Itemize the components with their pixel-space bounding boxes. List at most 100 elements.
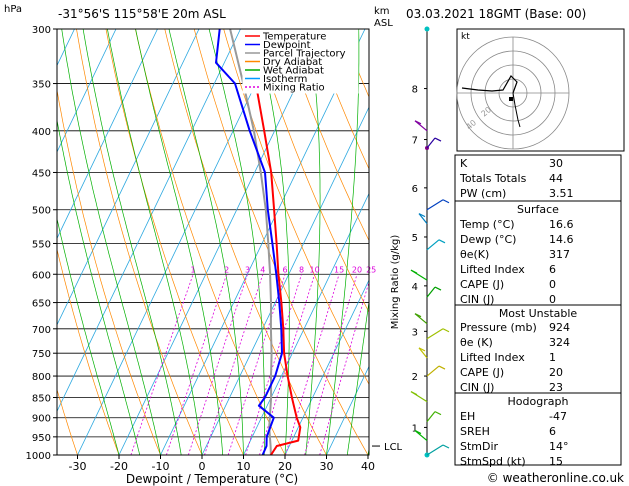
index-value: 0 — [549, 293, 556, 306]
wind-barb-flag — [414, 120, 422, 125]
height-tick-label: 2 — [412, 372, 418, 383]
mixing-ratio-label: 10 — [310, 265, 320, 274]
wind-barb-flag — [442, 328, 450, 333]
mixing-ratio-label: 4 — [260, 265, 265, 274]
dry-adiabat-line — [311, 29, 369, 170]
index-label: StmSpd (kt) — [460, 455, 526, 468]
mixing-ratio-label: 3 — [245, 265, 250, 274]
wind-barb-flag — [434, 137, 442, 142]
index-value: 14° — [549, 440, 569, 453]
dry-adiabat-line — [164, 29, 327, 455]
isotherm-line — [57, 29, 241, 413]
temperature-tick-label: -30 — [69, 460, 87, 473]
wet-adiabat-line — [107, 29, 203, 455]
legend-entry-label: Mixing Ratio — [263, 83, 325, 94]
wind-barb — [426, 286, 436, 298]
indices-panel: K 30 Totals Totals 44 PW (cm) 3.51 SurfaceTemp… — [454, 154, 622, 468]
hodograph-trace — [461, 75, 518, 94]
hodograph-table-box — [454, 392, 622, 466]
x-axis-title: Dewpoint / Temperature (°C) — [126, 472, 298, 486]
legend-entry-label: Wet Adiabat — [263, 66, 324, 77]
mixing-ratio-axis-title: Mixing Ratio (g/kg) — [390, 235, 401, 330]
profile-lines — [215, 29, 302, 455]
dry-adiabat-line — [252, 29, 369, 314]
pressure-tick-label: 750 — [32, 349, 51, 360]
dry-adiabat-line — [193, 29, 369, 455]
wet-adiabat-line — [61, 29, 161, 455]
mixing-ratio-line — [188, 274, 248, 455]
wind-barb-flag — [438, 365, 446, 370]
wet-adiabat-line — [305, 29, 321, 455]
index-label: Totals Totals — [459, 172, 527, 185]
wind-barb-flag — [438, 239, 446, 244]
hodograph-unit-label: kt — [461, 32, 470, 42]
asl-label: ASL — [374, 18, 393, 29]
km-label: km — [374, 6, 390, 17]
wind-barb-flag — [414, 430, 422, 435]
pressure-tick-label: 850 — [32, 393, 51, 404]
mixing-ratio-line — [245, 274, 302, 455]
legend-entry-label: Parcel Trajectory — [263, 49, 346, 60]
index-value: 20 — [549, 366, 563, 379]
index-label: EH — [460, 410, 475, 423]
index-label: StmDir — [460, 440, 499, 453]
index-value: 0 — [549, 278, 556, 291]
index-value: 14.6 — [549, 233, 574, 246]
mixing-ratio-line — [259, 274, 315, 455]
height-tick-label: 4 — [412, 282, 418, 293]
index-value: 317 — [549, 248, 570, 261]
wet-adiabat-line — [57, 217, 120, 455]
index-label: θe(K) — [460, 248, 489, 261]
mixing-ratio-line — [304, 274, 358, 455]
storm-motion-marker — [509, 97, 513, 101]
dry-adiabat-line — [282, 29, 369, 242]
hodograph-trace-lower — [512, 92, 521, 128]
isotherm-line — [284, 279, 369, 455]
temperature-tick-label: -20 — [110, 460, 128, 473]
height-axis: 1 2 3 4 5 6 7 8 — [372, 26, 430, 458]
pressure-tick-label: 600 — [32, 270, 51, 281]
index-value: 30 — [549, 157, 563, 170]
wind-barb-flag — [442, 444, 450, 449]
hpa-unit-label: hPa — [4, 4, 22, 15]
isotherm-line — [326, 365, 369, 455]
dry-adiabat-line — [57, 388, 78, 455]
height-tick-label: 8 — [412, 85, 418, 96]
index-label: θe (K) — [460, 336, 493, 349]
pressure-tick-label: 650 — [32, 299, 51, 310]
mixing-ratio-line — [227, 274, 286, 455]
temperature-tick-label: 40 — [361, 460, 375, 473]
wind-barb — [426, 444, 444, 456]
index-label: Dewp (°C) — [460, 233, 516, 246]
index-value: 1 — [549, 351, 556, 364]
index-value: 23 — [549, 381, 563, 394]
dewpoint-line — [215, 29, 283, 455]
mixing-ratio-line — [130, 274, 194, 455]
wind-barb — [426, 199, 444, 211]
height-tick-label: 1 — [412, 423, 418, 434]
pressure-tick-label: 400 — [32, 127, 51, 138]
index-label: CIN (J) — [460, 293, 494, 306]
isotherm-line — [57, 29, 117, 153]
pressure-tick-label: 1000 — [26, 451, 51, 462]
temperature-tick-label: -10 — [152, 460, 170, 473]
index-label: K — [460, 157, 468, 170]
mixing-ratio-label: 1 — [191, 265, 196, 274]
surface-box — [454, 200, 622, 306]
index-value: 6 — [549, 425, 556, 438]
wind-barb — [426, 137, 436, 149]
pressure-tick-label: 550 — [32, 239, 51, 250]
most-unstable-box — [454, 304, 622, 394]
wind-barb — [418, 213, 428, 224]
mixing-ratio-line — [285, 274, 340, 455]
lcl-label: LCL — [384, 442, 403, 453]
height-tick-label: 3 — [412, 327, 418, 338]
temperature-tick-label: 0 — [199, 460, 206, 473]
mixing-ratio-line — [204, 274, 264, 455]
copyright-footer: © weatheronline.co.uk — [487, 471, 624, 485]
wind-barb — [426, 328, 444, 340]
wind-barb-flag — [442, 199, 450, 204]
mixing-ratio-label: 25 — [366, 265, 376, 274]
isotherm-line — [160, 29, 366, 455]
